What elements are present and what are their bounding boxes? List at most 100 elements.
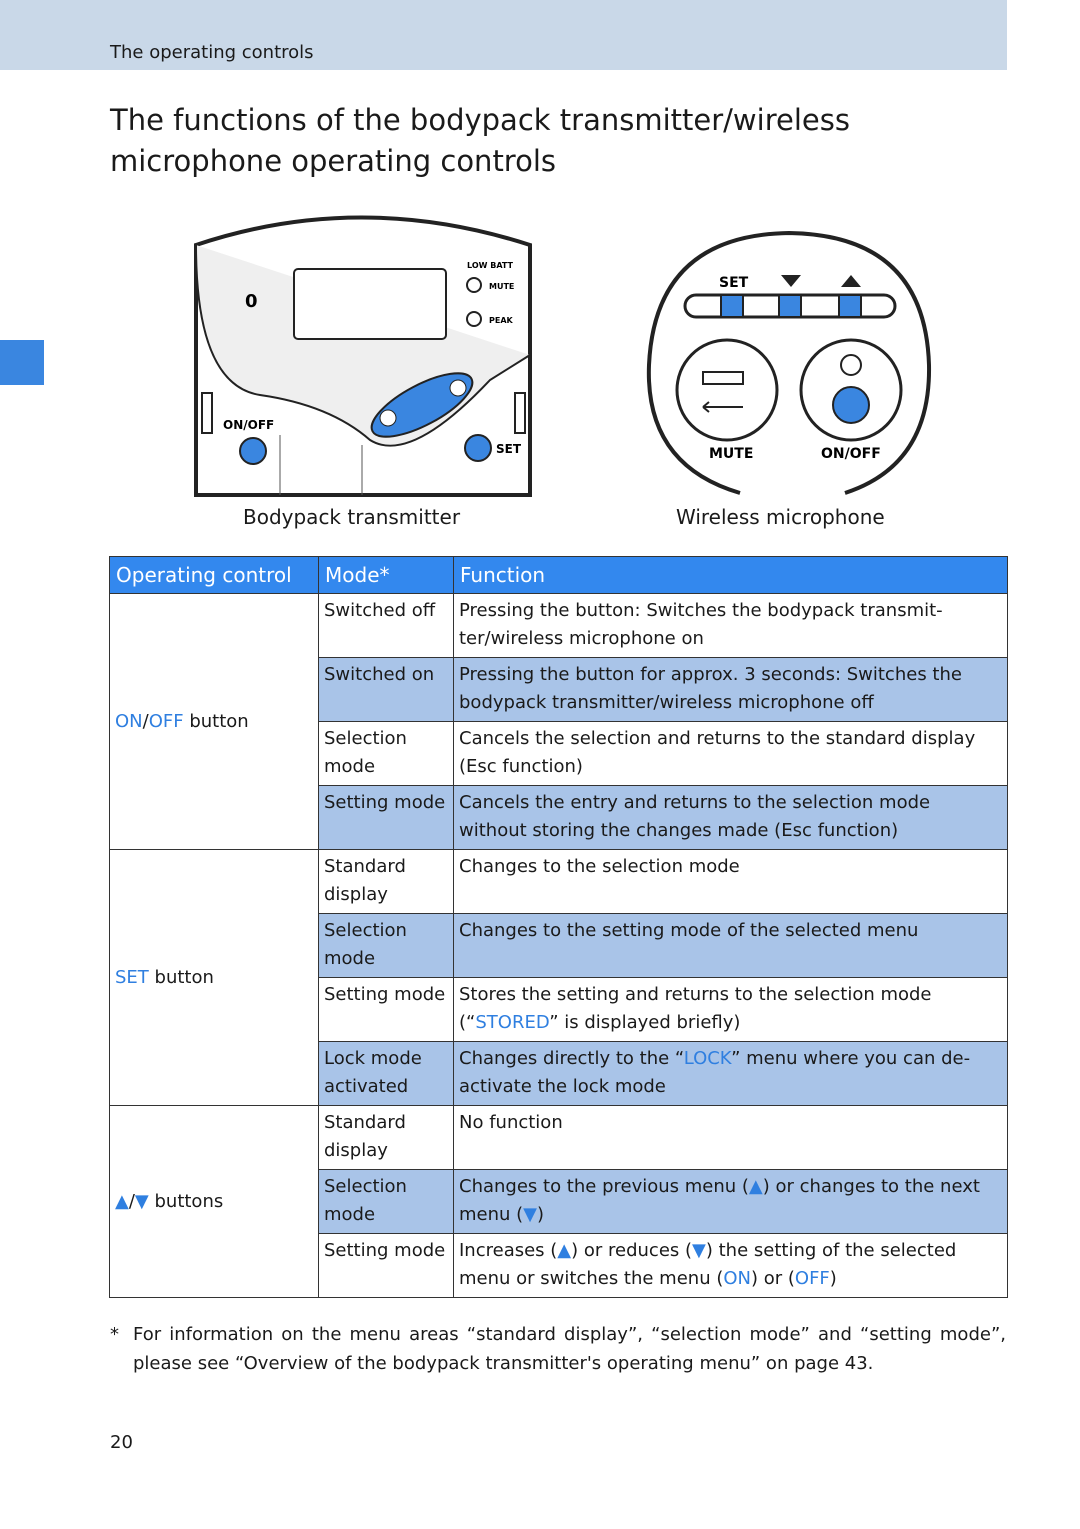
control-cell: SET button <box>109 849 319 1106</box>
text-run: Changes to the selection mode <box>459 856 740 877</box>
chapter-tab <box>0 340 44 385</box>
function-cell: Increases (▲) or reduces (▼) the setting… <box>453 1233 1008 1298</box>
text-run: Pressing the button for approx. 3 second… <box>459 664 962 713</box>
mic-mute-label: MUTE <box>709 446 753 462</box>
function-cell: Cancels the entry and returns to the sel… <box>453 785 1008 850</box>
text-run: ▲ <box>748 1176 763 1197</box>
text-run: Cancels the entry and returns to the sel… <box>459 792 931 841</box>
text-run: Stores the setting and returns to the se… <box>459 984 932 1033</box>
table-row: Setting mode Cancels the entry and return… <box>110 785 1008 850</box>
mode-cell: Standard display <box>318 1105 454 1170</box>
text-run: SET <box>115 966 149 988</box>
text-run: ” is displayed briefly) <box>549 1012 741 1033</box>
text-run: ON <box>115 710 143 732</box>
table-row: Selection mode Changes to the setting mod… <box>110 913 1008 978</box>
text-run: button <box>183 710 249 732</box>
text-run: Cancels the selection and returns to the… <box>459 728 976 777</box>
microphone-caption: Wireless microphone <box>676 505 885 529</box>
mode-cell: Setting mode <box>318 785 454 850</box>
mode-cell: Standard display <box>318 849 454 914</box>
mode-cell: Selection mode <box>318 721 454 786</box>
header-cell: Operating control <box>109 556 319 594</box>
table-row: Selection mode Changes to the previous me… <box>110 1169 1008 1234</box>
function-cell: Changes to the selection mode <box>453 849 1008 914</box>
table-row: Switched on Pressing the button for appro… <box>110 657 1008 722</box>
mute-label: MUTE <box>489 282 514 291</box>
lowbatt-label: LOW BATT <box>467 261 514 270</box>
mode-cell: Switched off <box>318 593 454 658</box>
text-run: OFF <box>794 1268 830 1289</box>
table-row: ON/OFF button Switched off Pressing the bu… <box>109 593 1008 850</box>
text-run: ▲ <box>557 1240 572 1261</box>
text-run: OFF <box>148 710 184 732</box>
mode-cell: Lock mode activated <box>318 1041 454 1106</box>
text-run: ▲ <box>115 1190 129 1212</box>
mode-cell: Setting mode <box>318 977 454 1042</box>
function-cell: Cancels the selection and returns to the… <box>453 721 1008 786</box>
text-run: ▼ <box>523 1204 538 1225</box>
text-run: No function <box>459 1112 563 1133</box>
text-run: ▼ <box>692 1240 706 1261</box>
header-row: Operating control Mode* Function <box>109 556 1008 594</box>
control-cell: ▲/▼ buttons <box>109 1105 319 1298</box>
text-run: Changes directly to the “ <box>459 1048 684 1069</box>
text-run: buttons <box>148 1190 224 1212</box>
controls-table: Operating control Mode* Function ON/OFF … <box>109 556 1008 1298</box>
text-run: button <box>148 966 214 988</box>
text-run: ▼ <box>134 1190 149 1212</box>
peak-label: PEAK <box>489 316 514 325</box>
mode-cell: Selection mode <box>318 913 454 978</box>
function-cell: No function <box>453 1105 1008 1170</box>
text-run: LOCK <box>683 1048 732 1069</box>
text-run: ) <box>537 1204 545 1225</box>
table-row: Setting mode Stores the setting and retur… <box>110 977 1008 1042</box>
footnote-marker: * <box>110 1324 119 1345</box>
table-body: ON/OFF button Switched off Pressing the bu… <box>109 593 1008 1298</box>
text-run: Pressing the button: Switches the bodypa… <box>459 600 943 649</box>
text-run: ) or changes to the next menu ( <box>459 1176 980 1225</box>
footnote: * For information on the menu areas “sta… <box>110 1320 1006 1378</box>
mic-set-label: SET <box>719 275 749 291</box>
function-cell: Changes to the previous menu (▲) or chan… <box>453 1169 1008 1234</box>
function-cell: Pressing the button for approx. 3 second… <box>453 657 1008 722</box>
mode-cell: Switched on <box>318 657 454 722</box>
table-row: Setting mode Increases (▲) or reduces (▼)… <box>110 1233 1008 1298</box>
mode-cell: Selection mode <box>318 1169 454 1234</box>
mic-onoff-label: ON/OFF <box>821 446 881 462</box>
function-cell: Pressing the button: Switches the bodypa… <box>453 593 1008 658</box>
text-run: Increases ( <box>459 1240 558 1261</box>
footnote-text: For information on the menu areas “stand… <box>133 1324 1006 1374</box>
text-run: Changes to the previous menu ( <box>459 1176 749 1197</box>
text-run: ) or ( <box>751 1268 795 1289</box>
text-run: / <box>128 1190 135 1212</box>
bodypack-caption: Bodypack transmitter <box>243 505 461 529</box>
header-band: The operating controls <box>0 0 1007 70</box>
function-cell: Changes to the setting mode of the selec… <box>453 913 1008 978</box>
header-cell: Mode* <box>318 556 454 594</box>
page-number: 20 <box>110 1432 133 1453</box>
table-row: ▲/▼ buttons Standard display No function <box>109 1105 1008 1298</box>
microphone-illustration: SET MUTE ON/OFF <box>646 230 932 495</box>
section-title: The operating controls <box>110 42 314 63</box>
mode-cell: Setting mode <box>318 1233 454 1298</box>
text-run: ) <box>829 1268 837 1289</box>
text-run: / <box>142 710 149 732</box>
zero-label: 0 <box>245 291 258 312</box>
header-cell: Function <box>453 556 1008 594</box>
text-run: ” menu where you can de-activate the loc… <box>459 1048 971 1097</box>
text-run: ) or reduces ( <box>571 1240 693 1261</box>
onoff-label: ON/OFF <box>223 418 274 432</box>
set-label: SET <box>496 442 522 456</box>
text-run: ON <box>723 1268 751 1289</box>
function-cell: Stores the setting and returns to the se… <box>453 977 1008 1042</box>
bodypack-illustration: 0 LOW BATT MUTE PEAK ON/OFF SET <box>194 215 532 497</box>
table-row: Lock mode activated Changes directly to t… <box>110 1041 1008 1106</box>
text-run: Changes to the setting mode of the selec… <box>459 920 919 941</box>
function-cell: Changes directly to the “LOCK” menu wher… <box>453 1041 1008 1106</box>
text-run: ) the setting of the selected menu or sw… <box>459 1240 957 1289</box>
page-title: The functions of the bodypack transmitte… <box>110 103 850 178</box>
control-cell: ON/OFF button <box>109 593 319 850</box>
table-row: SET button Standard display Changes to the… <box>109 849 1008 1106</box>
text-run: STORED <box>475 1012 550 1033</box>
